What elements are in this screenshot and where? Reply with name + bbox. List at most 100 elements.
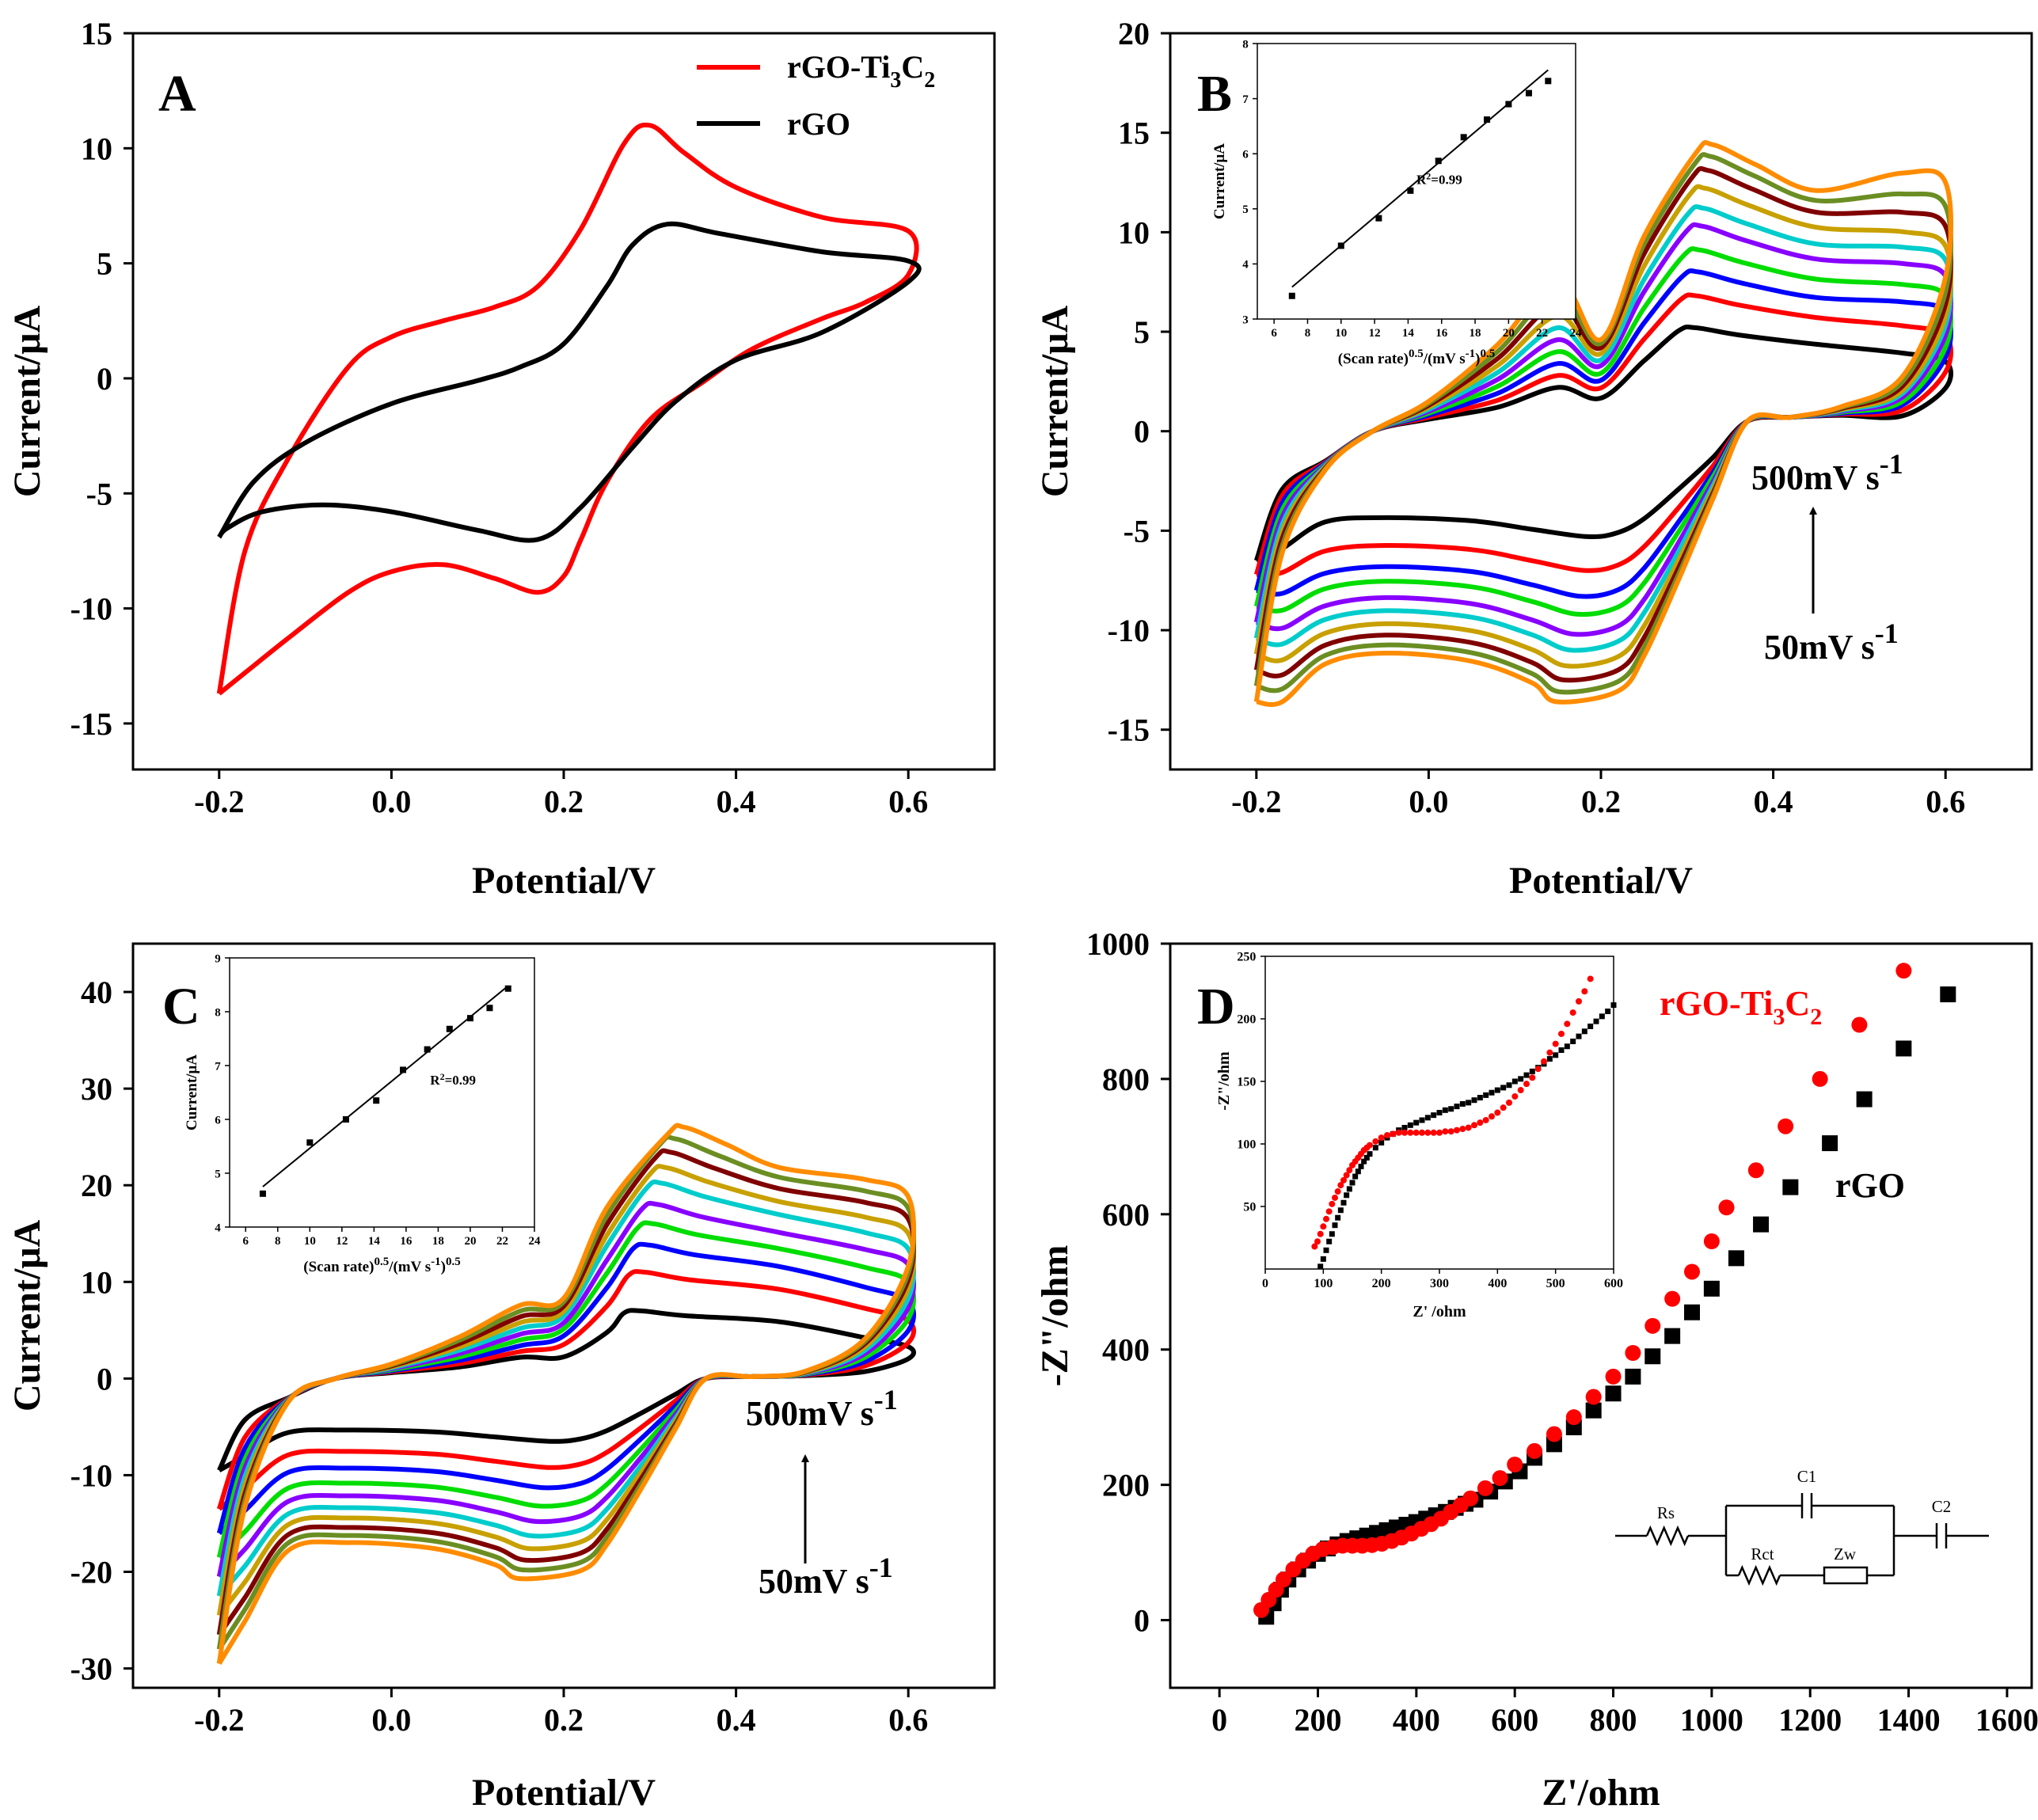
inset-data-point-rgo-ti3c2 bbox=[1546, 1049, 1553, 1056]
panel-letter: D bbox=[1197, 978, 1235, 1035]
cv-curve-rgo bbox=[217, 221, 922, 543]
inset-data-point bbox=[400, 1066, 407, 1073]
data-point-rgo-ti3c2 bbox=[1565, 1409, 1582, 1426]
y-tick-label: 3 bbox=[1242, 313, 1249, 326]
x-tick-label: 14 bbox=[1402, 327, 1415, 340]
panel-letter: B bbox=[1197, 65, 1232, 123]
plot-frame bbox=[1257, 43, 1576, 320]
inset-data-point-rgo bbox=[1587, 1023, 1594, 1029]
x-tick-label: -0.2 bbox=[194, 784, 244, 819]
data-point-rgo-ti3c2 bbox=[1747, 1162, 1764, 1179]
r2-sup: 2 bbox=[440, 1071, 445, 1082]
inset-data-point-rgo bbox=[1593, 1018, 1599, 1024]
inset-data-point-rgo bbox=[1553, 1052, 1559, 1058]
inset-data-point-rgo-ti3c2 bbox=[1334, 1188, 1341, 1195]
inset-data-point-rgo bbox=[1558, 1047, 1565, 1053]
x-tick-label: 0.2 bbox=[544, 1702, 584, 1738]
x-tick-label: 0 bbox=[1211, 1702, 1227, 1738]
data-point-rgo bbox=[1644, 1348, 1661, 1365]
inset-data-point bbox=[486, 1005, 493, 1012]
label-main: rGO-Ti bbox=[1660, 984, 1773, 1023]
inset-data-point-rgo-ti3c2 bbox=[1337, 1182, 1344, 1189]
inset-data-point-rgo bbox=[1506, 1082, 1512, 1089]
data-point-rgo bbox=[1856, 1091, 1873, 1108]
data-point-rgo-ti3c2 bbox=[1492, 1470, 1508, 1487]
legend-label-main: rGO-Ti bbox=[787, 49, 890, 85]
data-point-rgo bbox=[1753, 1216, 1770, 1233]
inset-x-label-close: ) bbox=[441, 1259, 446, 1275]
x-tick-label: 22 bbox=[496, 1235, 508, 1248]
y-tick-label: 5 bbox=[1242, 203, 1249, 216]
data-point-rgo-ti3c2 bbox=[1527, 1442, 1543, 1459]
data-point-rgo-ti3c2 bbox=[1684, 1263, 1701, 1280]
panel-c: -0.2 0.0 0.2 0.4 0.6 -30 -20 -10 0 10 20 30 40 Potent… bbox=[6, 942, 996, 1814]
inset-data-point-rgo-ti3c2 bbox=[1494, 1109, 1501, 1116]
data-point-rgo-ti3c2 bbox=[1718, 1199, 1735, 1216]
annotation-main: 500mV s bbox=[746, 1394, 874, 1433]
inset-y-axis-label: Current/μA bbox=[1211, 143, 1228, 219]
x-tick-label: 20 bbox=[1503, 327, 1515, 340]
label-rs: Rs bbox=[1657, 1503, 1675, 1522]
y-tick-label: 10 bbox=[81, 1264, 112, 1300]
data-point-rgo-ti3c2 bbox=[1462, 1490, 1479, 1507]
data-point-rgo bbox=[1664, 1328, 1681, 1344]
inset-data-point-rgo bbox=[1500, 1085, 1507, 1091]
x-tick-label: 12 bbox=[336, 1235, 348, 1248]
x-axis-label: Potential/V bbox=[472, 1772, 656, 1814]
inset-data-point-rgo-ti3c2 bbox=[1311, 1243, 1318, 1250]
y-tick-label: 20 bbox=[81, 1168, 112, 1203]
x-tick-label: 400 bbox=[1393, 1702, 1440, 1738]
inset-data-point-rgo bbox=[1570, 1038, 1576, 1044]
x-tick-label: 0.4 bbox=[717, 784, 756, 819]
x-tick-label: 1400 bbox=[1877, 1702, 1941, 1738]
x-axis-label: Potential/V bbox=[472, 860, 656, 902]
inset-x-label-sup: -1 bbox=[431, 1256, 441, 1268]
inset-data-point-rgo bbox=[1605, 1009, 1611, 1015]
legend-label-mid: C bbox=[901, 49, 924, 85]
x-tick-label: 20 bbox=[464, 1235, 476, 1248]
inset-data-point-rgo-ti3c2 bbox=[1329, 1200, 1336, 1207]
y-tick-label: 8 bbox=[1242, 38, 1249, 51]
panel-d: 0 200 400 600 800 1000 1200 1400 160002004006008… bbox=[1034, 926, 2038, 1814]
inset-data-point-rgo bbox=[1546, 1056, 1553, 1062]
label-c1: C1 bbox=[1797, 1467, 1817, 1486]
inset-x-label-unit: /(mV s bbox=[388, 1259, 431, 1275]
inset-data-point-rgo bbox=[1355, 1168, 1361, 1175]
y-axis-label: Current/μA bbox=[1034, 306, 1076, 498]
inset-data-point-rgo-ti3c2 bbox=[1317, 1230, 1324, 1237]
x-tick-label: 100 bbox=[1314, 1277, 1333, 1290]
inset-data-point-rgo-ti3c2 bbox=[1447, 1128, 1454, 1135]
inset-data-point-rgo bbox=[1340, 1199, 1347, 1206]
y-tick-label: 200 bbox=[1237, 1013, 1256, 1027]
y-tick-label: 10 bbox=[81, 131, 112, 166]
y-tick-label: -15 bbox=[70, 706, 112, 742]
y-tick-label: 0 bbox=[97, 1361, 112, 1396]
inset-data-point-rgo bbox=[1448, 1106, 1454, 1112]
inset-data-point-rgo bbox=[1401, 1124, 1408, 1130]
y-tick-label: 8 bbox=[215, 1006, 221, 1019]
data-point-rgo bbox=[1585, 1402, 1602, 1419]
x-tick-label: 10 bbox=[304, 1235, 316, 1248]
inset-data-point-rgo bbox=[1337, 1207, 1344, 1214]
r2-sup: 2 bbox=[1426, 170, 1431, 181]
cv-curve-150mv bbox=[1253, 268, 1954, 599]
data-point-rgo-ti3c2 bbox=[1605, 1368, 1622, 1385]
inset-data-point-rgo bbox=[1335, 1214, 1341, 1221]
y-tick-label: 6 bbox=[215, 1114, 221, 1127]
data-point-rgo bbox=[1684, 1304, 1701, 1320]
x-tick-label: 1600 bbox=[1975, 1702, 2038, 1738]
inset-data-point bbox=[1288, 292, 1295, 299]
data-point-rgo bbox=[1625, 1368, 1641, 1385]
inset-data-point-rgo bbox=[1511, 1078, 1518, 1085]
inset-data-point-rgo-ti3c2 bbox=[1401, 1129, 1408, 1136]
inset-data-point bbox=[1525, 89, 1532, 97]
inset-data-point-rgo bbox=[1346, 1186, 1352, 1192]
r2-value: =0.99 bbox=[445, 1073, 476, 1088]
legend-label-sub: 2 bbox=[924, 68, 935, 93]
x-tick-label: 16 bbox=[400, 1235, 413, 1248]
inset-data-point-rgo bbox=[1372, 1145, 1378, 1151]
warburg-element bbox=[1823, 1566, 1869, 1585]
y-tick-label: 100 bbox=[1237, 1138, 1256, 1152]
inset-data-point-rgo bbox=[1576, 1033, 1582, 1039]
x-tick-label: -0.2 bbox=[1231, 784, 1281, 819]
